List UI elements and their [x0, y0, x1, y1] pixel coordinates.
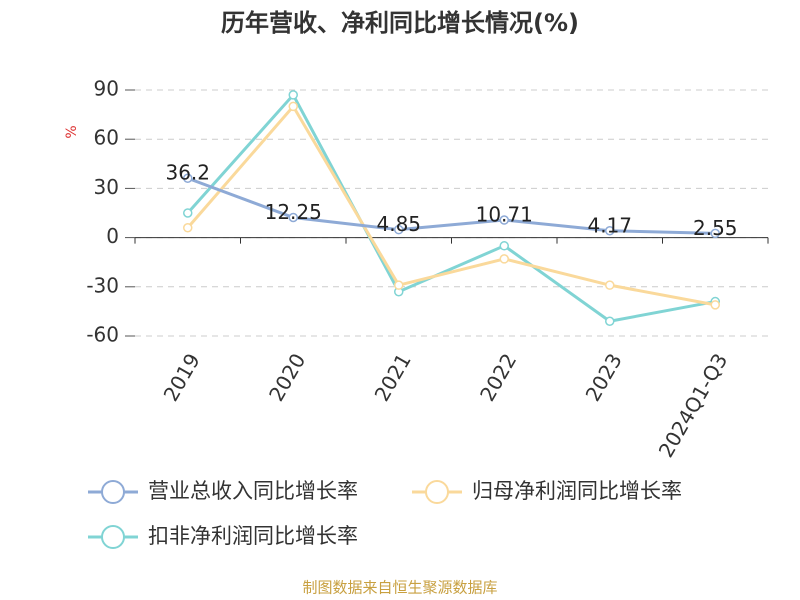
data-label: 4.17 [587, 213, 632, 237]
x-tick-label: 2024Q1-Q3 [654, 349, 733, 461]
point [394, 224, 404, 235]
point [183, 208, 193, 218]
y-tick-label: 60 [94, 126, 119, 150]
x-tick-label: 2022 [475, 349, 521, 405]
point [605, 226, 615, 236]
y-tick-label: -60 [86, 323, 119, 347]
y-tick-label: 30 [94, 175, 119, 199]
point [183, 173, 193, 183]
point [710, 300, 720, 310]
x-tick-label: 2019 [159, 349, 205, 405]
data-label: 10.71 [476, 203, 533, 227]
data-label: 2.55 [693, 216, 738, 240]
point [710, 228, 720, 239]
point [605, 280, 615, 290]
x-tick-label: 2023 [581, 349, 627, 405]
point [605, 316, 615, 326]
point [288, 101, 298, 112]
point [288, 90, 298, 100]
source-note: 制图数据来自恒生聚源数据库 [302, 579, 497, 597]
series-line [186, 103, 716, 307]
point [499, 254, 509, 264]
point [499, 215, 509, 225]
point [394, 280, 404, 290]
x-tick-label: 2021 [370, 349, 416, 405]
y-tick-label: 90 [94, 77, 119, 101]
y-axis-label: % [64, 125, 80, 138]
data-label: 36.2 [165, 161, 210, 185]
legend-marker [425, 480, 449, 504]
y-tick-label: -30 [86, 273, 119, 297]
legend-marker [101, 525, 125, 549]
legend-label: 营业总收入同比增长率 [148, 479, 358, 503]
data-label: 12.25 [265, 200, 322, 224]
point [499, 241, 509, 251]
y-tick-label: 0 [106, 224, 119, 248]
series-line [186, 92, 716, 323]
chart-title: 历年营收、净利同比增长情况(%) [221, 9, 579, 37]
legend-label: 扣非净利润同比增长率 [148, 524, 358, 548]
legend-marker [101, 480, 125, 504]
x-tick-label: 2020 [264, 349, 310, 405]
point [183, 223, 193, 233]
data-label: 4.85 [376, 212, 421, 236]
series-line [187, 176, 716, 235]
legend-label: 归母净利润同比增长率 [472, 479, 682, 503]
point [288, 212, 298, 223]
